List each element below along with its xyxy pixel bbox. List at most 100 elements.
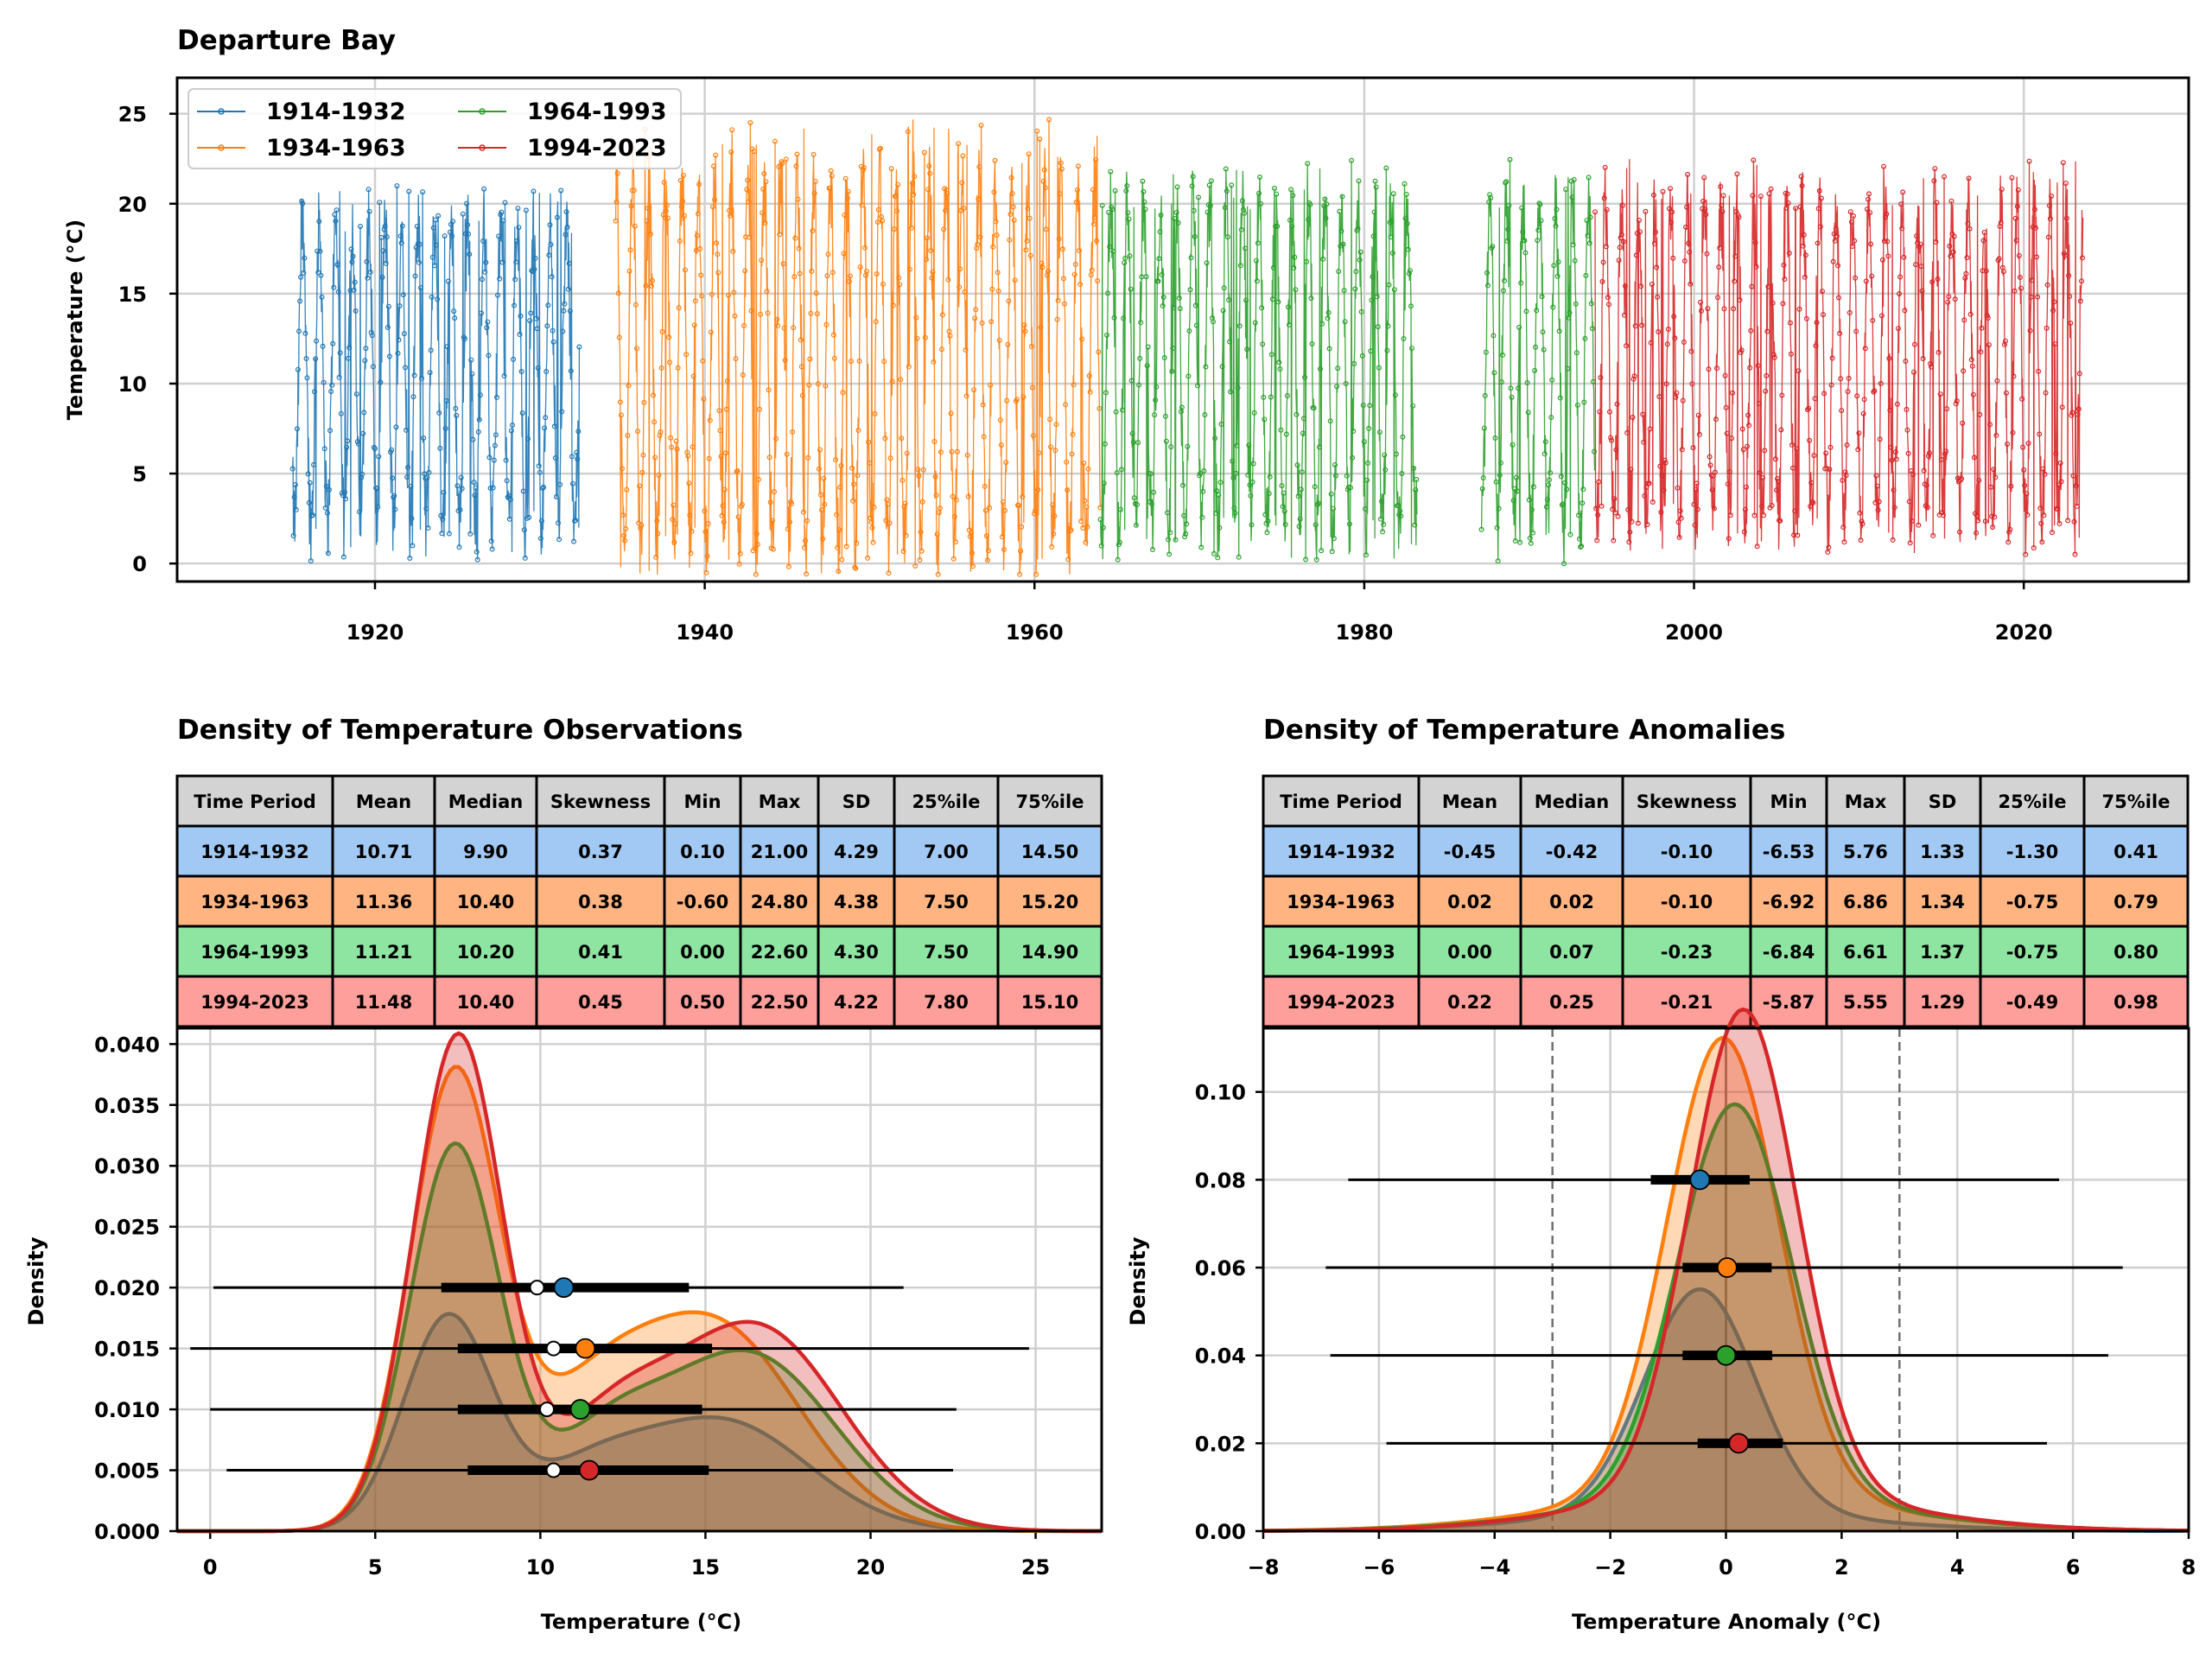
series-point <box>1213 510 1219 516</box>
series-point <box>632 302 639 308</box>
series-point <box>702 529 709 535</box>
x-tick-label: 15 <box>691 1555 720 1580</box>
series-point <box>1910 472 1916 478</box>
series-point <box>1874 483 1880 489</box>
series-point <box>868 519 874 525</box>
table-cell <box>175 824 334 878</box>
series-point <box>1392 392 1398 398</box>
series-point <box>546 252 552 258</box>
table-cell-value: 0.00 <box>680 942 725 963</box>
series-point <box>1644 521 1650 527</box>
series-point <box>770 546 776 552</box>
series-point <box>385 325 391 331</box>
series-point <box>839 556 845 563</box>
series-point <box>1483 349 1489 355</box>
series-point <box>2006 529 2012 535</box>
series-point <box>437 445 443 451</box>
series-point <box>307 480 313 486</box>
series-point <box>1123 188 1129 194</box>
series-point <box>453 405 459 411</box>
series-point <box>435 213 442 219</box>
series-point <box>425 524 431 531</box>
series-point <box>852 564 858 570</box>
series-point <box>399 223 405 229</box>
series-point <box>1402 215 1408 221</box>
series-point <box>771 488 777 494</box>
series-point <box>454 412 460 418</box>
series-point <box>870 539 876 545</box>
series-point <box>1109 207 1116 213</box>
series-point <box>1479 486 1485 492</box>
series-point <box>1975 518 1981 524</box>
series-point <box>906 266 912 272</box>
series-point <box>1615 513 1621 519</box>
series-point <box>1728 435 1734 442</box>
series-point <box>760 210 766 216</box>
series-point <box>331 284 337 290</box>
series-point <box>1794 446 1800 452</box>
table-cell-value: 0.45 <box>578 992 623 1013</box>
series-point <box>1864 207 1870 213</box>
series-point <box>1024 238 1030 244</box>
series-point <box>722 450 728 456</box>
series-point <box>346 355 352 361</box>
series-point <box>1666 206 1672 212</box>
series-point <box>1622 283 1628 289</box>
table-cell-value: 5.55 <box>1843 992 1888 1013</box>
series-point <box>1147 471 1154 477</box>
series-point <box>1096 405 1103 411</box>
series-point <box>1868 241 1874 247</box>
series-point <box>1687 249 1693 255</box>
series-point <box>1579 543 1585 549</box>
series-point <box>1770 352 1777 358</box>
series-point <box>1281 508 1287 514</box>
series-point <box>535 365 541 371</box>
series-point <box>1299 469 1305 475</box>
series-point <box>531 266 537 272</box>
series-point <box>1291 265 1297 271</box>
series-point <box>860 167 866 173</box>
series-point <box>1251 410 1257 416</box>
series-point <box>933 493 939 499</box>
series-point <box>976 164 982 170</box>
series-point <box>782 358 788 364</box>
series-point <box>1988 484 1994 490</box>
series-point <box>1388 234 1394 240</box>
series-point <box>1738 347 1745 353</box>
series-point <box>1681 258 1688 264</box>
series-point <box>1303 556 1309 563</box>
series-point <box>989 286 995 292</box>
series-point <box>1573 301 1579 307</box>
series-point <box>1717 245 1723 251</box>
series-point <box>975 241 981 247</box>
obs-density-x-label: Temperature (°C) <box>541 1610 742 1634</box>
series-point <box>1169 368 1175 374</box>
series-point <box>1929 279 1936 285</box>
series-point <box>2072 551 2078 557</box>
series-point <box>1745 412 1751 418</box>
series-point <box>1404 220 1410 226</box>
series-point <box>723 406 729 412</box>
series-point <box>486 353 492 359</box>
table-cell <box>1979 824 2086 878</box>
table-cell-value: 0.00 <box>1447 942 1492 963</box>
series-point <box>957 284 963 290</box>
timeseries-y-label: Temperature (°C) <box>63 219 87 421</box>
series-point <box>1843 473 1849 479</box>
table-cell-value: 1914-1932 <box>200 842 309 862</box>
series-point <box>1204 260 1210 266</box>
series-point <box>906 364 912 370</box>
series-point <box>923 257 929 263</box>
series-point <box>450 219 456 225</box>
series-point <box>804 518 810 524</box>
series-point <box>2037 505 2044 512</box>
series-point <box>570 538 576 544</box>
series-point <box>1606 409 1612 415</box>
series-point <box>838 462 844 468</box>
series-point <box>1684 204 1690 210</box>
x-tick-label: 10 <box>526 1555 555 1580</box>
series-point <box>831 355 837 361</box>
series-point <box>1948 198 1955 204</box>
series-point <box>1871 389 1877 395</box>
